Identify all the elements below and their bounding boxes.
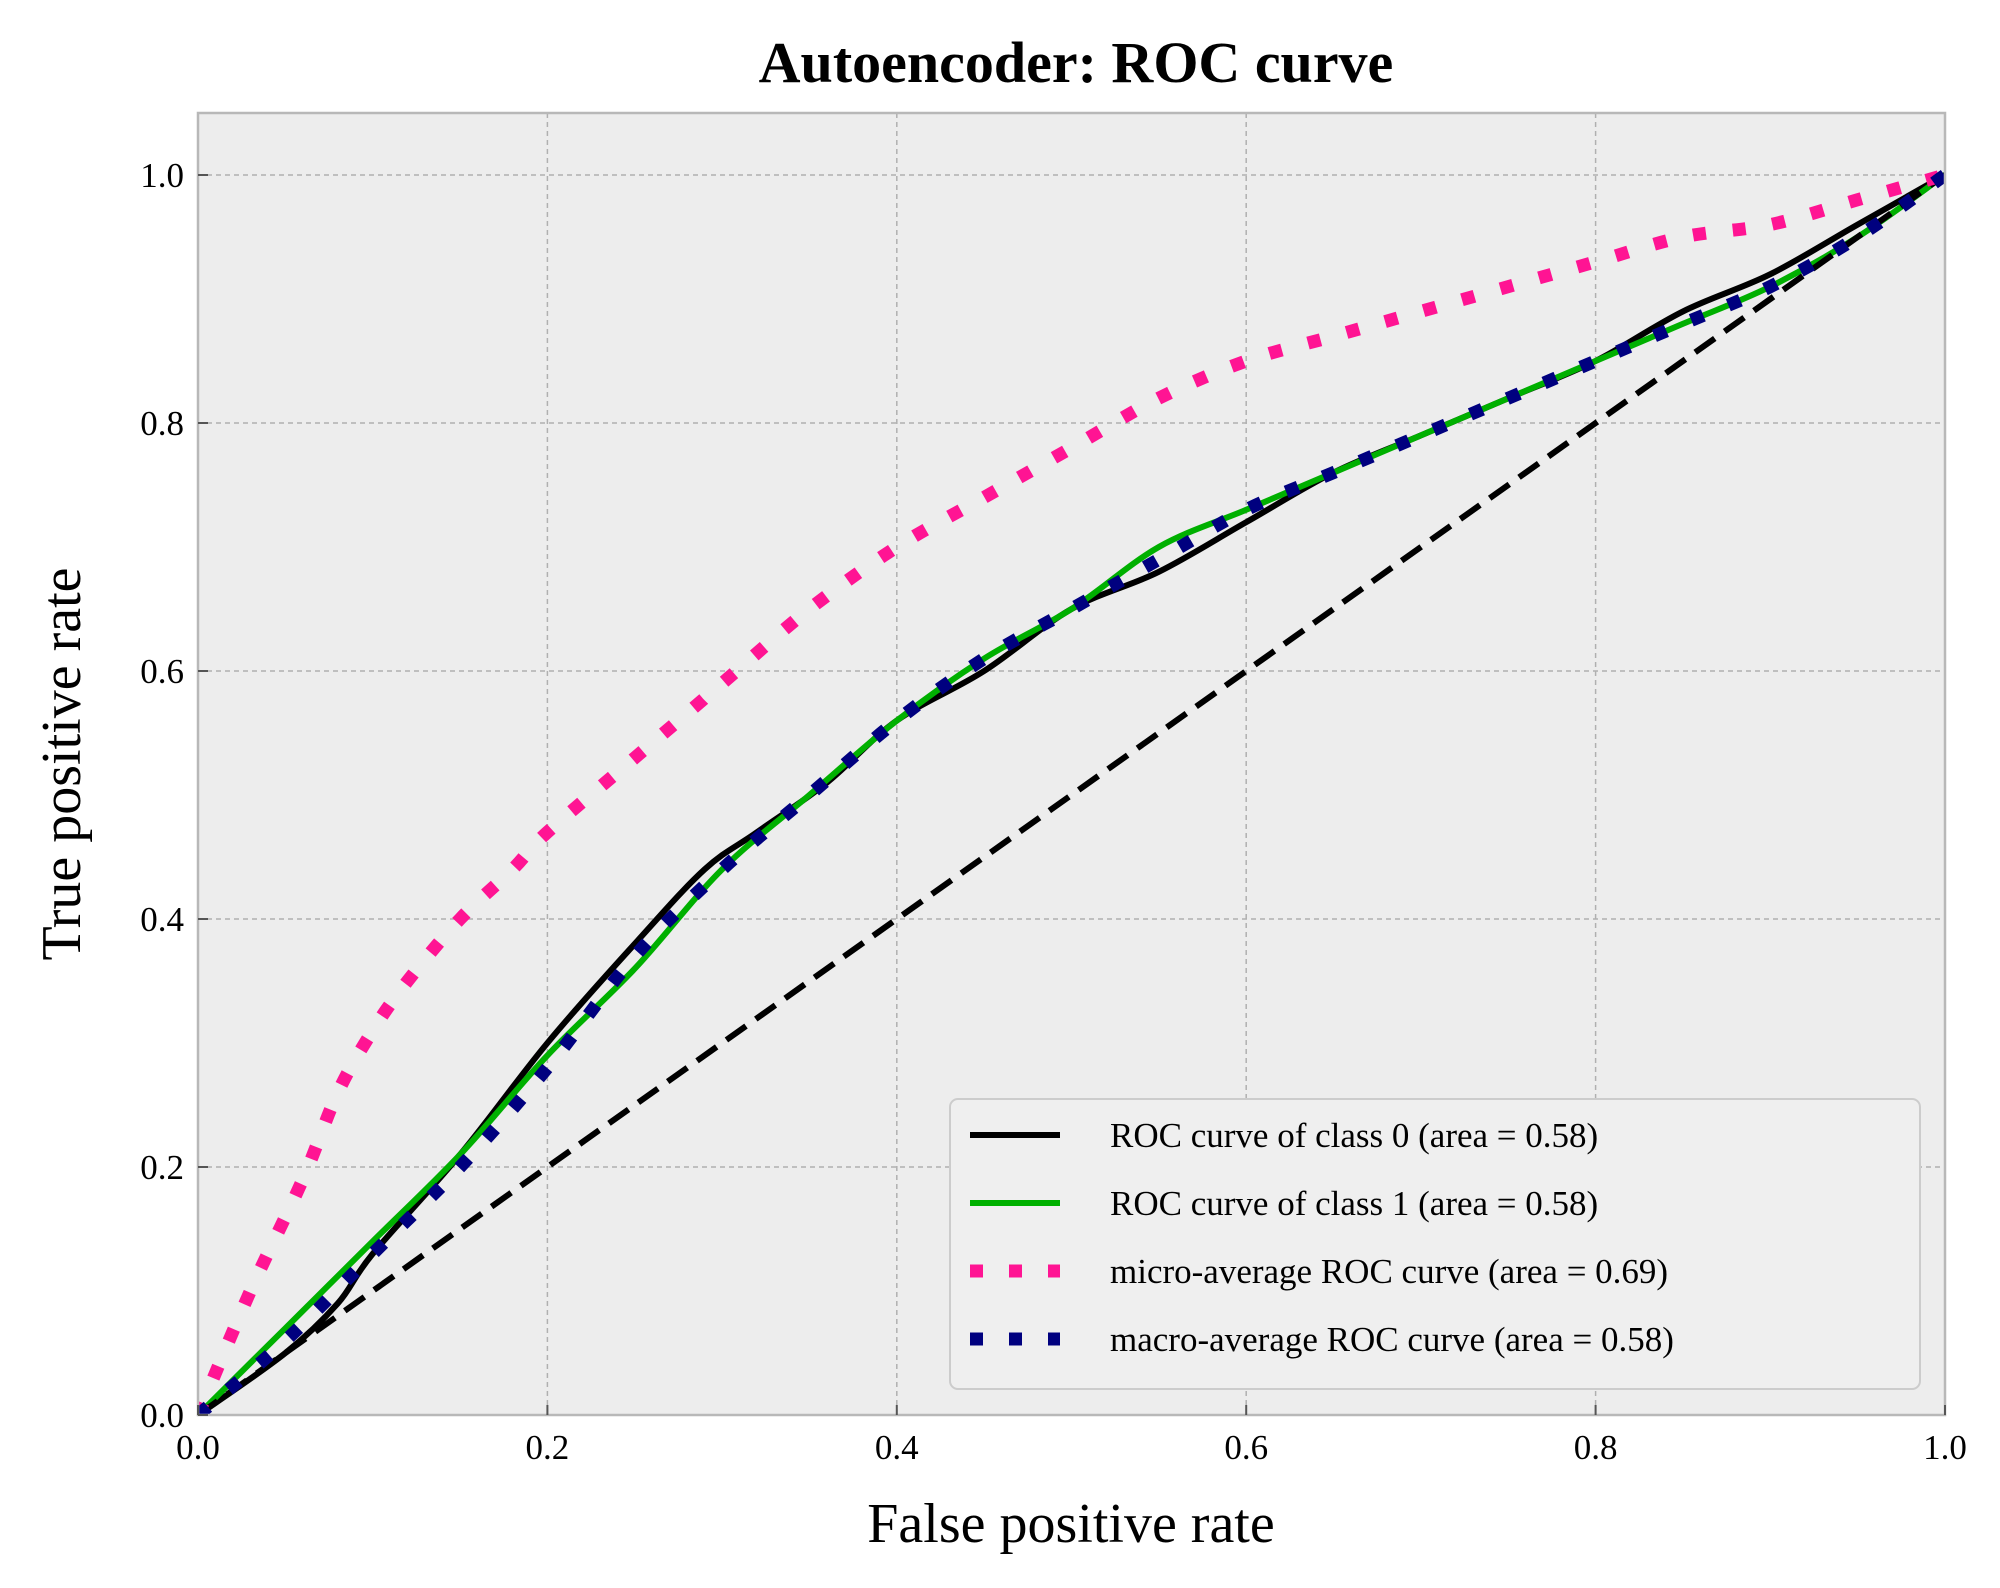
y-axis-label: True positive rate <box>31 568 93 961</box>
legend: ROC curve of class 0 (area = 0.58) ROC cu… <box>949 1098 1921 1390</box>
y-tick-label: 0.6 <box>140 652 184 691</box>
legend-entry: macro-average ROC curve (area = 0.58) <box>1110 1320 1674 1359</box>
legend-box <box>949 1098 1921 1390</box>
legend-entry: micro-average ROC curve (area = 0.69) <box>1110 1252 1668 1291</box>
y-tick-label: 0.8 <box>140 404 184 443</box>
x-axis-ticks: 0.0 0.2 0.4 0.6 0.8 1.0 <box>176 1405 1967 1467</box>
y-tick-label: 0.2 <box>140 1148 184 1187</box>
chance-diagonal-line <box>198 172 1945 1415</box>
series-group <box>198 168 1945 1415</box>
plot-frame <box>196 111 1947 1417</box>
x-axis-label: False positive rate <box>867 1493 1274 1555</box>
x-tick-label: 0.8 <box>1574 1428 1618 1467</box>
legend-entry: ROC curve of class 0 (area = 0.58) <box>1110 1116 1598 1155</box>
x-tick-label: 0.6 <box>1224 1428 1268 1467</box>
x-tick-label: 0.2 <box>526 1428 570 1467</box>
series-line-1 <box>198 172 1945 1415</box>
y-tick-label: 1.0 <box>140 156 184 195</box>
chart-title: Autoencoder: ROC curve <box>759 30 1394 95</box>
y-tick-label: 0.4 <box>140 900 184 939</box>
y-axis-ticks: 0.0 0.2 0.4 0.6 0.8 1.0 <box>140 156 208 1435</box>
y-tick-label: 0.0 <box>140 1396 184 1435</box>
legend-entry: ROC curve of class 1 (area = 0.58) <box>1110 1184 1598 1223</box>
x-tick-label: 1.0 <box>1923 1428 1967 1467</box>
x-tick-label: 0.0 <box>176 1428 220 1467</box>
x-tick-label: 0.4 <box>875 1428 919 1467</box>
